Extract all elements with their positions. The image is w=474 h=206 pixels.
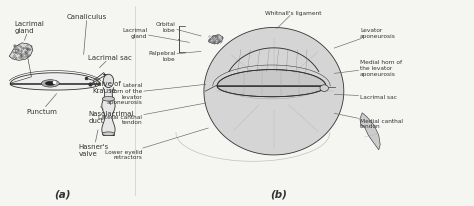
Text: Lateral canthal
tendon: Lateral canthal tendon <box>99 103 206 125</box>
Text: Lower eyelid
retractors: Lower eyelid retractors <box>105 128 209 159</box>
Text: Levator
aponeurosis: Levator aponeurosis <box>334 28 396 49</box>
Ellipse shape <box>320 85 328 92</box>
Text: Palpebral
lobe: Palpebral lobe <box>148 50 201 61</box>
Text: Punctum: Punctum <box>27 94 57 114</box>
Polygon shape <box>360 113 380 150</box>
Polygon shape <box>102 88 115 136</box>
Text: Canaliculus: Canaliculus <box>67 14 107 55</box>
Ellipse shape <box>103 75 114 88</box>
Text: Medial canthal
tendon: Medial canthal tendon <box>334 114 403 129</box>
Text: Lateral
horn of the
levator
aponeurosis: Lateral horn of the levator aponeurosis <box>107 83 206 105</box>
Polygon shape <box>10 73 100 91</box>
Polygon shape <box>204 28 344 155</box>
Text: Lacrimal sac: Lacrimal sac <box>88 55 132 68</box>
Text: (b): (b) <box>270 188 287 198</box>
Text: Whitnall's ligament: Whitnall's ligament <box>265 11 322 29</box>
Text: Medial horn of
the levator
aponeurosis: Medial horn of the levator aponeurosis <box>334 60 402 76</box>
Text: Valve of
Krause: Valve of Krause <box>93 80 121 93</box>
Text: Lacrimal
gland: Lacrimal gland <box>15 21 45 41</box>
Polygon shape <box>217 70 326 97</box>
Ellipse shape <box>102 97 115 102</box>
Text: Lacrimal sac: Lacrimal sac <box>334 94 397 99</box>
Polygon shape <box>209 35 223 44</box>
Ellipse shape <box>41 80 59 88</box>
Text: Orbital
lobe: Orbital lobe <box>155 22 201 37</box>
Text: Lacrimal
gland: Lacrimal gland <box>122 28 190 43</box>
Text: Hasner's
valve: Hasner's valve <box>79 130 109 157</box>
Ellipse shape <box>45 82 55 86</box>
Ellipse shape <box>102 132 115 136</box>
Text: (a): (a) <box>54 188 70 198</box>
Text: Nasolacrimal
duct: Nasolacrimal duct <box>88 107 134 124</box>
Polygon shape <box>9 44 33 61</box>
